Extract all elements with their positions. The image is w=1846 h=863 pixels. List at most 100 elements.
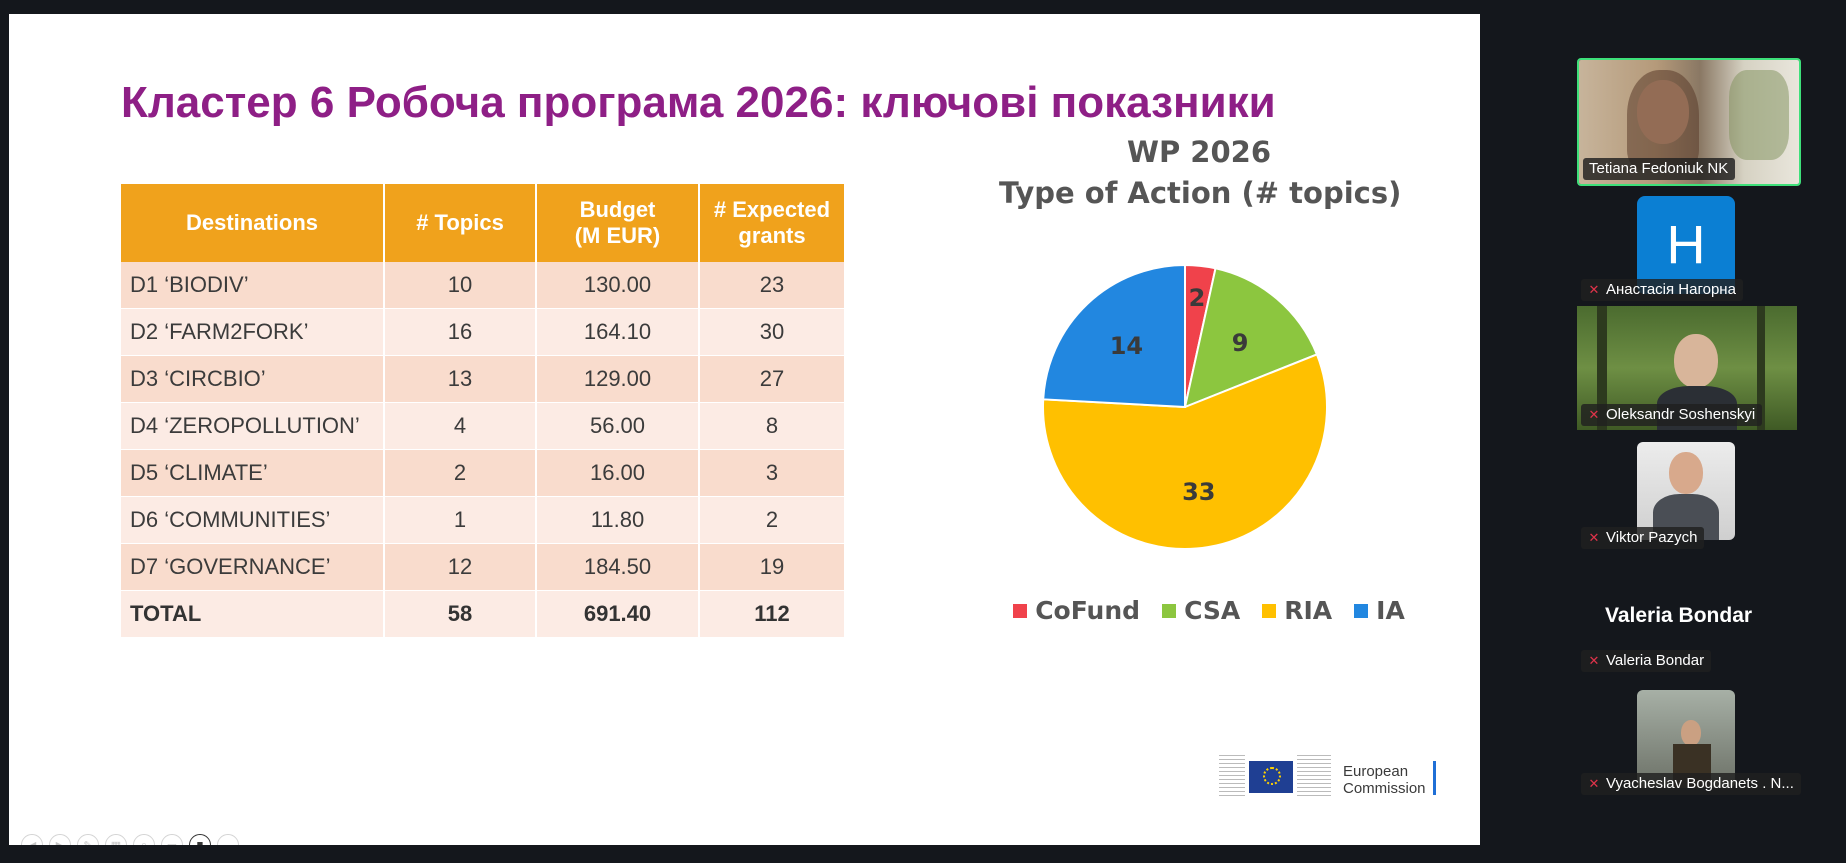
- legend-item: RIA: [1262, 596, 1332, 625]
- pen-icon[interactable]: ✎: [77, 834, 99, 845]
- legend-item: CoFund: [1013, 596, 1140, 625]
- participant-name-tag: Tetiana Fedoniuk NK: [1583, 158, 1736, 180]
- participant-name: Valeria Bondar: [1606, 652, 1705, 669]
- participant-tile[interactable]: ✕ Vyacheslav Bogdanets . N...: [1575, 690, 1801, 802]
- participant-display-name: Valeria Bondar: [1605, 604, 1753, 627]
- slide-title: Кластер 6 Робоча програма 2026: ключові …: [121, 78, 1276, 127]
- presentation-slide: Кластер 6 Робоча програма 2026: ключові …: [9, 14, 1480, 845]
- legend-item: IA: [1354, 596, 1405, 625]
- logo-text: European Commission: [1343, 763, 1426, 797]
- cell-destination: D7 ‘GOVERNANCE’: [121, 543, 385, 591]
- cell-grants: 8: [699, 402, 846, 450]
- table-row: D5 ‘CLIMATE’ 2 16.00 3: [121, 449, 846, 497]
- table-row: D4 ‘ZEROPOLLUTION’ 4 56.00 8: [121, 402, 846, 450]
- pie-data-label: 2: [1189, 284, 1206, 312]
- participant-tile[interactable]: H ✕ Анастасія Нагорна: [1575, 192, 1800, 304]
- cell-grants: 23: [699, 262, 846, 309]
- european-commission-logo: European Commission: [1219, 747, 1439, 807]
- legend-label: CSA: [1184, 596, 1241, 625]
- table-row: D2 ‘FARM2FORK’ 16 164.10 30: [121, 308, 846, 356]
- chart-legend: CoFund CSA RIA IA: [1009, 596, 1409, 625]
- next-slide-icon[interactable]: ▶: [49, 834, 71, 845]
- subtitles-icon[interactable]: ▭: [161, 834, 183, 845]
- pie-slice-ia: [1042, 263, 1186, 409]
- cell-destination: D2 ‘FARM2FORK’: [121, 308, 385, 356]
- pie-data-label: 14: [1110, 332, 1143, 360]
- cell-topics: 12: [384, 543, 537, 591]
- participant-tile[interactable]: Tetiana Fedoniuk NK: [1577, 58, 1801, 186]
- pie-data-label: 33: [1182, 478, 1215, 506]
- cell-grants: 2: [699, 496, 846, 544]
- cell-budget: 11.80: [536, 496, 700, 544]
- chart-title: WP 2026: [1126, 135, 1272, 169]
- logo-line-1: European: [1343, 763, 1409, 780]
- cell-destination: D5 ‘CLIMATE’: [121, 449, 385, 497]
- cell-topics: 13: [384, 355, 537, 403]
- mic-off-icon: ✕: [1588, 652, 1600, 668]
- pie-slice-csa: [1183, 267, 1319, 409]
- cell-budget: 129.00: [536, 355, 700, 403]
- legend-label: IA: [1376, 596, 1405, 625]
- mic-off-icon: ✕: [1588, 775, 1600, 791]
- cell-topics: 1: [384, 496, 537, 544]
- cell-budget: 164.10: [536, 308, 700, 356]
- participant-name-tag: ✕ Viktor Pazych: [1581, 527, 1705, 549]
- slideshow-controls: ◀ ▶ ✎ ▦ ⌕ ▭ ■ ⋯: [21, 834, 239, 845]
- table-row: D6 ‘COMMUNITIES’ 1 11.80 2: [121, 496, 846, 544]
- pie-slice-ria: [1042, 353, 1328, 550]
- camera-icon[interactable]: ■: [189, 834, 211, 845]
- participant-name-tag: ✕ Vyacheslav Bogdanets . N...: [1581, 773, 1801, 795]
- eu-flag-icon: [1249, 761, 1293, 793]
- logo-building-lines: [1297, 755, 1331, 799]
- participant-name: Oleksandr Soshenskyi: [1606, 406, 1756, 423]
- previous-slide-icon[interactable]: ◀: [21, 834, 43, 845]
- cell-grants: 30: [699, 308, 846, 356]
- header-destinations: Destinations: [121, 184, 385, 262]
- header-topics: # Topics: [384, 184, 537, 262]
- legend-swatch: [1262, 603, 1277, 618]
- participant-avatar: H: [1637, 196, 1735, 294]
- table-header-row: Destinations # Topics Budget (M EUR) # E…: [121, 184, 846, 262]
- pie-chart: 29 33 14: [1042, 263, 1328, 550]
- participant-name: Viktor Pazych: [1606, 529, 1698, 546]
- table-row: D1 ‘BIODIV’ 10 130.00 23: [121, 262, 846, 309]
- header-expected-grants: # Expected grants: [699, 184, 846, 262]
- cell-topics: 4: [384, 402, 537, 450]
- participant-tile[interactable]: Valeria Bondar ✕ Valeria Bondar: [1575, 592, 1800, 676]
- cell-destination: D6 ‘COMMUNITIES’: [121, 496, 385, 544]
- cell-grants: 19: [699, 543, 846, 591]
- participant-name-tag: ✕ Анастасія Нагорна: [1581, 279, 1743, 301]
- cell-total-budget: 691.40: [536, 590, 700, 638]
- mic-off-icon: ✕: [1588, 406, 1600, 422]
- all-slides-icon[interactable]: ▦: [105, 834, 127, 845]
- participant-video: [1637, 442, 1735, 540]
- logo-building-lines: [1219, 755, 1245, 799]
- participant-name: Анастасія Нагорна: [1606, 281, 1736, 298]
- legend-swatch: [1013, 603, 1028, 618]
- chart-subtitle: Type of Action (# topics): [999, 176, 1402, 210]
- legend-swatch: [1162, 603, 1177, 618]
- participant-name-tag: ✕ Oleksandr Soshenskyi: [1581, 404, 1763, 426]
- legend-label: RIA: [1284, 596, 1333, 625]
- cell-budget: 56.00: [536, 402, 700, 450]
- participants-panel: Tetiana Fedoniuk NK H ✕ Анастасія Нагорн…: [1575, 0, 1846, 863]
- cell-destination: D1 ‘BIODIV’: [121, 262, 385, 309]
- cell-topics: 10: [384, 262, 537, 309]
- zoom-icon[interactable]: ⌕: [133, 834, 155, 845]
- table-row: D7 ‘GOVERNANCE’ 12 184.50 19: [121, 543, 846, 591]
- chart-title-block: WP 2026 Type of Action (# topics): [999, 132, 1402, 214]
- table-total-row: TOTAL 58 691.40 112: [121, 590, 846, 638]
- more-options-icon[interactable]: ⋯: [217, 834, 239, 845]
- cell-total-topics: 58: [384, 590, 537, 638]
- table-row: D3 ‘CIRCBIO’ 13 129.00 27: [121, 355, 846, 403]
- participant-tile[interactable]: ✕ Viktor Pazych: [1575, 442, 1800, 554]
- participant-name-tag: ✕ Valeria Bondar: [1581, 650, 1712, 672]
- participant-name: Vyacheslav Bogdanets . N...: [1606, 775, 1794, 792]
- cell-total-label: TOTAL: [121, 590, 385, 638]
- legend-label: CoFund: [1035, 596, 1141, 625]
- cell-budget: 130.00: [536, 262, 700, 309]
- participant-tile[interactable]: ✕ Oleksandr Soshenskyi: [1577, 306, 1797, 430]
- cell-grants: 3: [699, 449, 846, 497]
- cell-topics: 2: [384, 449, 537, 497]
- participant-name: Tetiana Fedoniuk NK: [1589, 160, 1729, 177]
